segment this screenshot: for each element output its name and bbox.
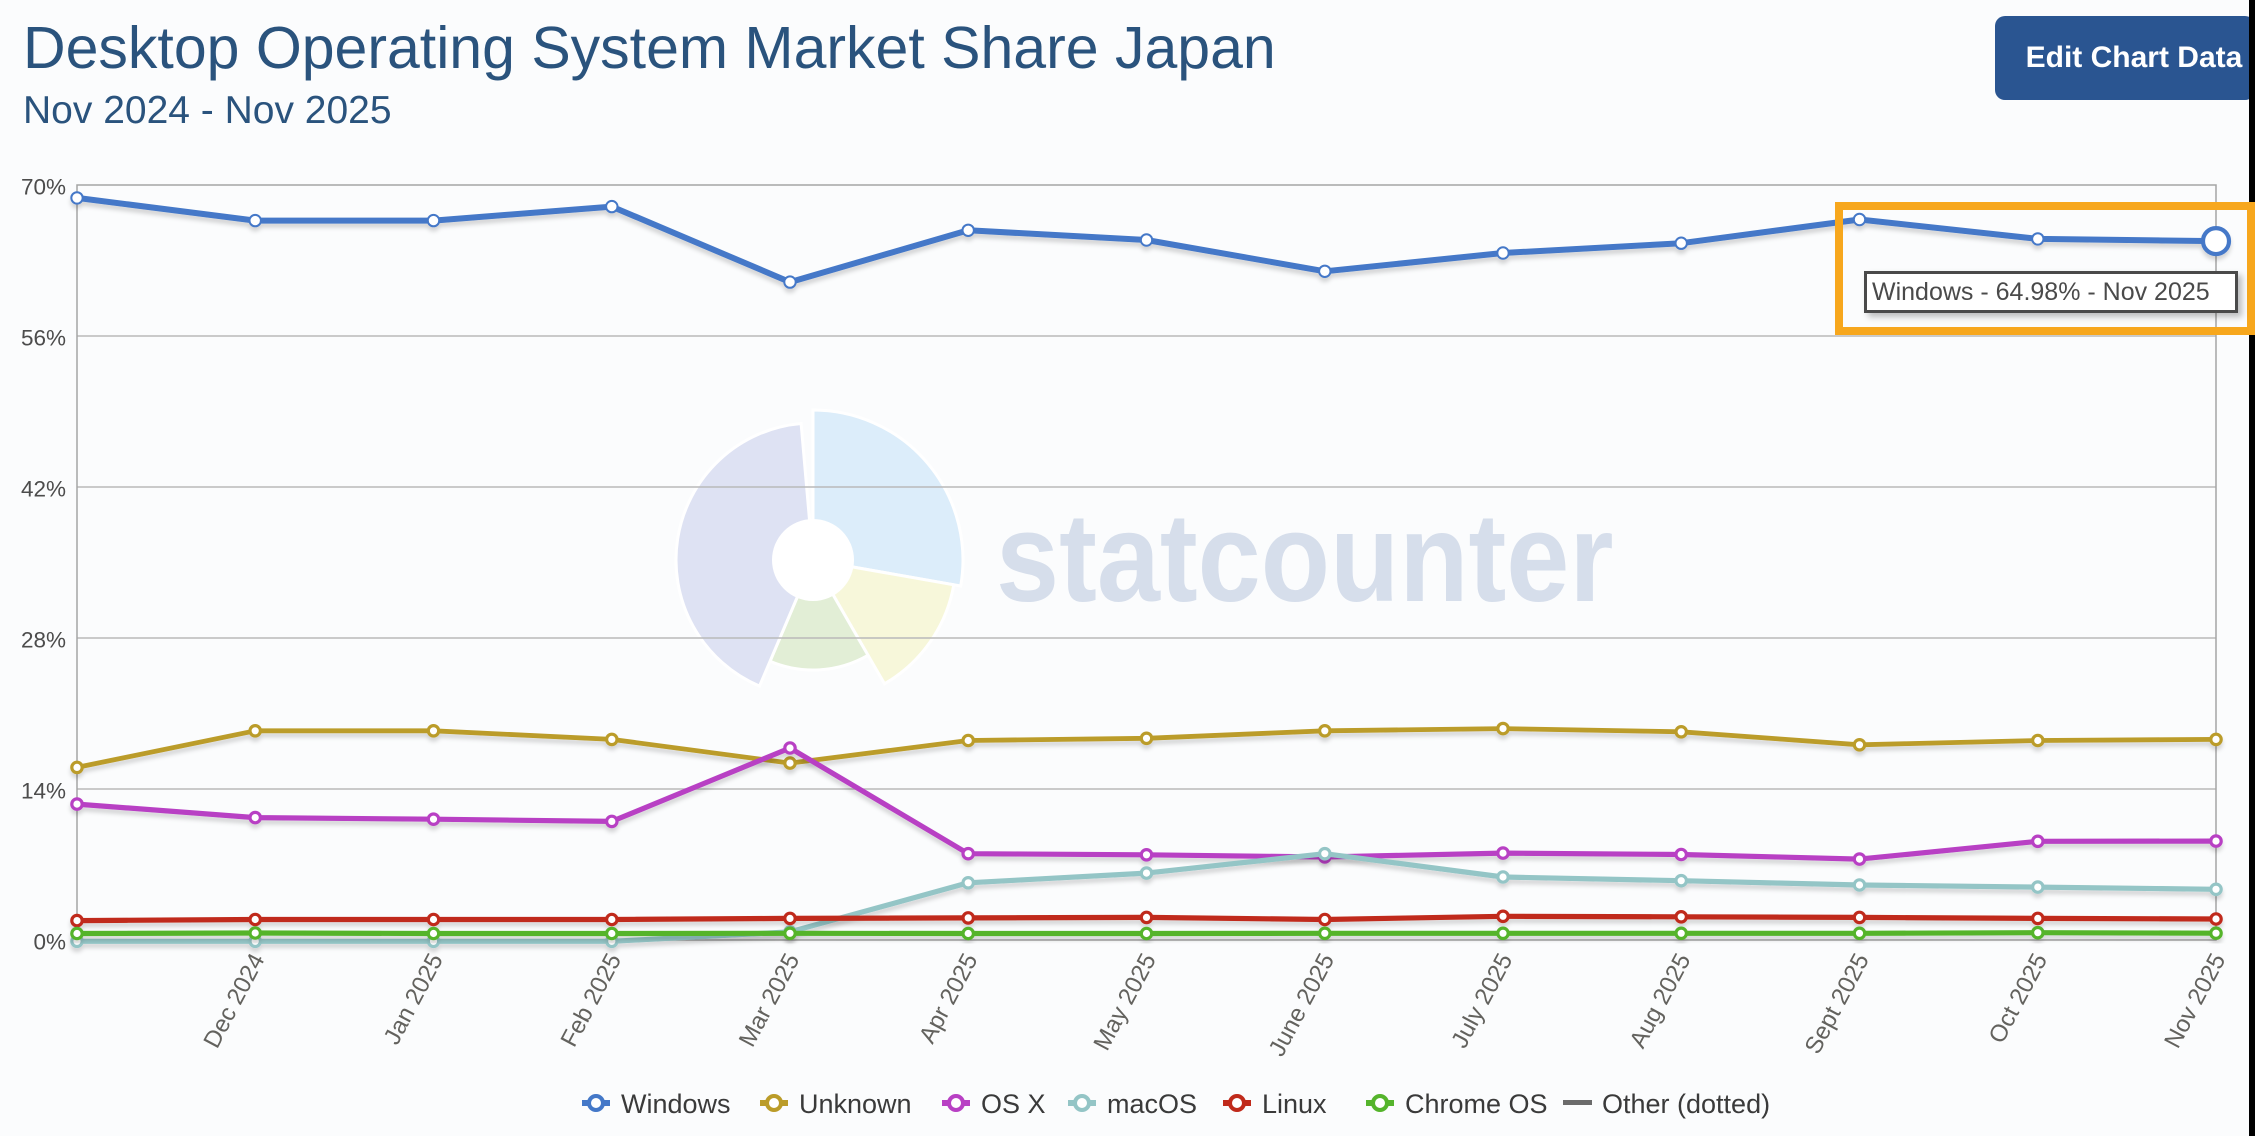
svg-text:statcounter: statcounter <box>996 487 1613 628</box>
svg-text:28%: 28% <box>21 628 66 653</box>
svg-text:May 2025: May 2025 <box>1088 949 1161 1055</box>
svg-text:Apr 2025: Apr 2025 <box>914 949 984 1048</box>
svg-text:56%: 56% <box>21 326 66 351</box>
svg-text:Oct 2025: Oct 2025 <box>1984 949 2054 1048</box>
svg-text:42%: 42% <box>21 477 66 502</box>
svg-text:Feb 2025: Feb 2025 <box>556 949 627 1051</box>
svg-text:Mar 2025: Mar 2025 <box>734 949 805 1051</box>
svg-text:14%: 14% <box>21 779 66 804</box>
svg-text:Dec 2024: Dec 2024 <box>198 949 270 1052</box>
svg-text:Aug 2025: Aug 2025 <box>1624 949 1696 1052</box>
svg-text:Nov 2025: Nov 2025 <box>2159 949 2231 1052</box>
svg-text:July 2025: July 2025 <box>1446 949 1518 1052</box>
svg-text:0%: 0% <box>33 930 66 955</box>
svg-text:70%: 70% <box>21 175 66 200</box>
svg-text:June 2025: June 2025 <box>1264 949 1340 1061</box>
svg-text:Jan 2025: Jan 2025 <box>379 949 449 1049</box>
svg-text:Sept 2025: Sept 2025 <box>1800 949 1875 1058</box>
